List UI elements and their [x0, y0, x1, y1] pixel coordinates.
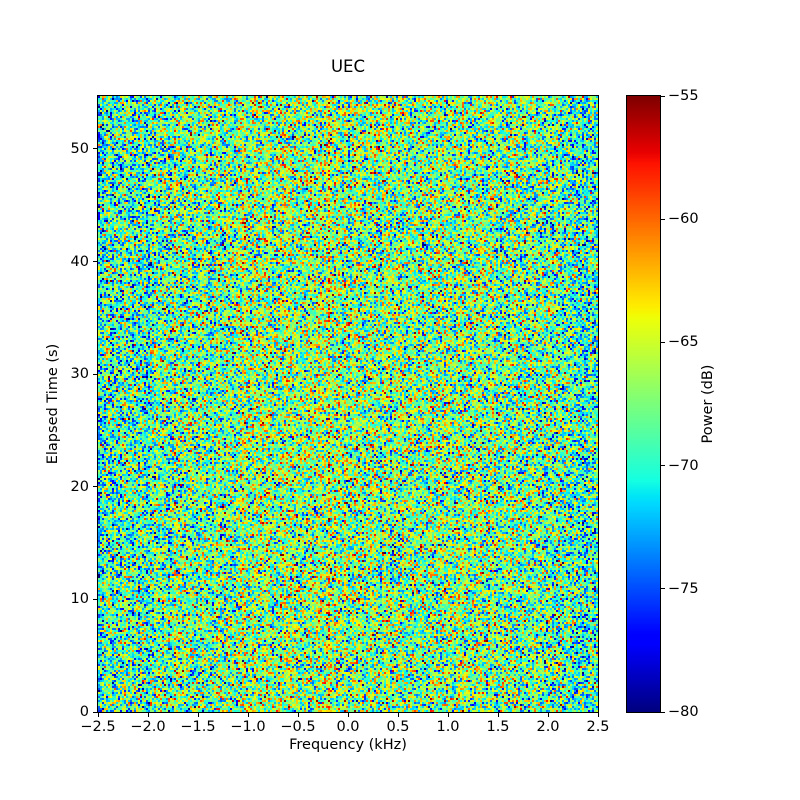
y-tick-label: 0	[79, 704, 89, 720]
colorbar-tick-label: −60	[668, 211, 699, 228]
colorbar-tick-mark	[661, 95, 665, 97]
y-tick-mark	[93, 261, 97, 263]
y-tick-label: 40	[70, 253, 89, 270]
x-tick-label: −0.5	[280, 719, 316, 735]
colorbar-tick-label: −65	[668, 334, 699, 351]
x-tick-mark	[97, 713, 99, 717]
x-tick-mark	[497, 713, 499, 717]
x-tick-mark	[147, 713, 149, 717]
spectrogram-heatmap	[98, 96, 598, 712]
x-tick-mark	[597, 713, 599, 717]
x-tick-mark	[397, 713, 399, 717]
x-axis-label: Frequency (kHz)	[289, 737, 407, 753]
colorbar-tick-mark	[661, 465, 665, 467]
x-tick-label: 2.5	[586, 719, 610, 735]
x-tick-mark	[247, 713, 249, 717]
plot-area	[97, 95, 599, 713]
x-tick-label: −2.0	[130, 719, 166, 735]
x-tick-label: 2.0	[536, 719, 560, 735]
colorbar-tick-label: −55	[668, 88, 699, 104]
x-tick-label: 0.0	[336, 719, 360, 735]
y-tick-mark	[93, 486, 97, 488]
x-tick-mark	[347, 713, 349, 717]
colorbar-tick-mark	[661, 588, 665, 590]
colorbar-tick-mark	[661, 711, 665, 713]
y-tick-mark	[93, 148, 97, 150]
figure-title: UEC	[330, 57, 366, 76]
x-tick-mark	[197, 713, 199, 717]
x-tick-mark	[447, 713, 449, 717]
colorbar-tick-label: −80	[668, 704, 699, 720]
colorbar-gradient	[627, 96, 660, 712]
x-tick-mark	[297, 713, 299, 717]
y-tick-label: 20	[70, 478, 89, 495]
y-tick-label: 30	[70, 366, 89, 383]
x-tick-label: 1.0	[436, 719, 460, 735]
colorbar-tick-mark	[661, 218, 665, 220]
y-tick-mark	[93, 711, 97, 713]
colorbar-tick-label: −75	[668, 580, 699, 597]
x-tick-label: −2.5	[80, 719, 116, 735]
colorbar-tick-mark	[661, 341, 665, 343]
colorbar	[626, 95, 661, 713]
y-tick-mark	[93, 373, 97, 375]
x-tick-label: 1.5	[486, 719, 510, 735]
x-tick-label: −1.0	[230, 719, 266, 735]
y-tick-label: 10	[70, 591, 89, 608]
y-axis-label: Elapsed Time (s)	[45, 343, 61, 465]
x-tick-mark	[547, 713, 549, 717]
x-tick-label: −1.5	[180, 719, 216, 735]
y-tick-mark	[93, 598, 97, 600]
colorbar-tick-label: −70	[668, 457, 699, 474]
y-tick-label: 50	[70, 140, 89, 157]
x-tick-label: 0.5	[386, 719, 410, 735]
colorbar-label: Power (dB)	[700, 364, 716, 444]
